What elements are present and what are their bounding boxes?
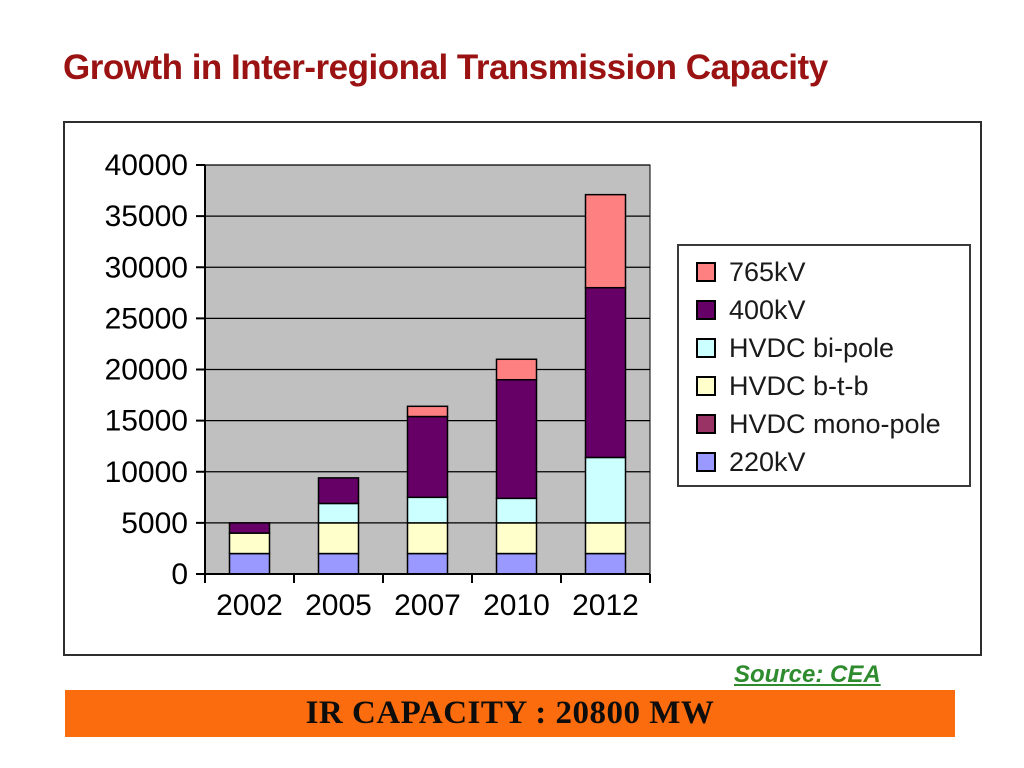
bar-segment-2002-HVDC-b-t-b — [228, 532, 271, 555]
bar-segment-2010-400kV — [495, 378, 538, 500]
bar-segment-2012-220kV — [584, 552, 627, 575]
legend-swatch — [696, 376, 716, 396]
legend-item-765kV: 765kV — [696, 257, 963, 287]
x-tick-label: 2007 — [394, 589, 461, 622]
bar-segment-2012-HVDC-b-t-b — [584, 522, 627, 555]
bar-segment-2010-220kV — [495, 552, 538, 575]
bar-segment-2005-220kV — [317, 552, 360, 575]
legend-item-HVDC-mono-pole: HVDC mono-pole — [696, 409, 963, 439]
legend-label: HVDC mono-pole — [729, 408, 941, 439]
bar-segment-2002-220kV — [228, 552, 271, 575]
chart-frame: 40000 35000 30000 25000 20000 15000 10000 5000 0… — [63, 121, 982, 656]
capacity-banner-text: IR CAPACITY : 20800 MW — [305, 695, 715, 731]
legend-label: 765kV — [729, 256, 806, 287]
bar-segment-2005-400kV — [317, 477, 360, 505]
bar-segment-2012-765kV — [584, 193, 627, 289]
legend-item-HVDC-bi-pole: HVDC bi-pole — [696, 333, 963, 363]
legend-swatch — [696, 452, 716, 472]
slide-title: Growth in Inter-regional Transmission Ca… — [63, 48, 828, 87]
legend-label: 400kV — [729, 294, 806, 325]
bar-segment-2010-HVDC-bi-pole — [495, 497, 538, 524]
bar-segment-2012-HVDC-bi-pole — [584, 456, 627, 524]
legend-swatch — [696, 262, 716, 282]
bar-segment-2010-HVDC-b-t-b — [495, 522, 538, 555]
y-tick-label: 0 — [171, 558, 188, 591]
legend-item-HVDC-b-t-b: HVDC b-t-b — [696, 371, 963, 401]
legend-item-220kV: 220kV — [696, 447, 963, 477]
x-tick-label: 2005 — [305, 589, 372, 622]
legend-label: HVDC b-t-b — [729, 370, 869, 401]
y-tick-label: 30000 — [105, 251, 188, 284]
y-tick-label: 35000 — [105, 200, 188, 233]
bar-segment-2007-220kV — [406, 552, 449, 575]
bar-segment-2007-HVDC-bi-pole — [406, 496, 449, 524]
legend-item-400kV: 400kV — [696, 295, 963, 325]
y-tick-label: 10000 — [105, 456, 188, 489]
x-tick-label: 2002 — [216, 589, 283, 622]
bar-segment-2005-HVDC-b-t-b — [317, 522, 360, 555]
legend-label: 220kV — [729, 446, 806, 477]
bar-segment-2012-400kV — [584, 286, 627, 459]
stacked-bar-chart: 40000 35000 30000 25000 20000 15000 10000 5000 0… — [105, 149, 651, 622]
chart-legend: 765kV 400kV HVDC bi-pole HVDC b-t-b HVDC mon… — [677, 244, 971, 487]
source-note: Source: CEA — [734, 661, 881, 688]
bar-segment-2010-765kV — [495, 358, 538, 381]
y-tick-label: 25000 — [105, 302, 188, 335]
bar-segment-2007-HVDC-b-t-b — [406, 522, 449, 555]
y-tick-label: 20000 — [105, 354, 188, 387]
legend-swatch — [696, 300, 716, 320]
bar-segment-2007-400kV — [406, 415, 449, 499]
capacity-banner: IR CAPACITY : 20800 MW — [65, 690, 955, 737]
legend-swatch — [696, 338, 716, 358]
legend-swatch — [696, 414, 716, 434]
y-tick-label: 40000 — [105, 149, 188, 182]
x-tick-label: 2010 — [483, 589, 550, 622]
bar-segment-2007-765kV — [406, 405, 449, 418]
bar-segment-2002-400kV — [228, 522, 271, 534]
x-tick-label: 2012 — [572, 589, 639, 622]
y-tick-label: 15000 — [105, 405, 188, 438]
legend-label: HVDC bi-pole — [729, 332, 895, 363]
bar-segment-2005-HVDC-bi-pole — [317, 502, 360, 524]
y-tick-label: 5000 — [121, 507, 188, 540]
